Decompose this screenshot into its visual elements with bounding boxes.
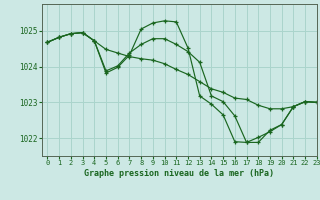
X-axis label: Graphe pression niveau de la mer (hPa): Graphe pression niveau de la mer (hPa): [84, 169, 274, 178]
